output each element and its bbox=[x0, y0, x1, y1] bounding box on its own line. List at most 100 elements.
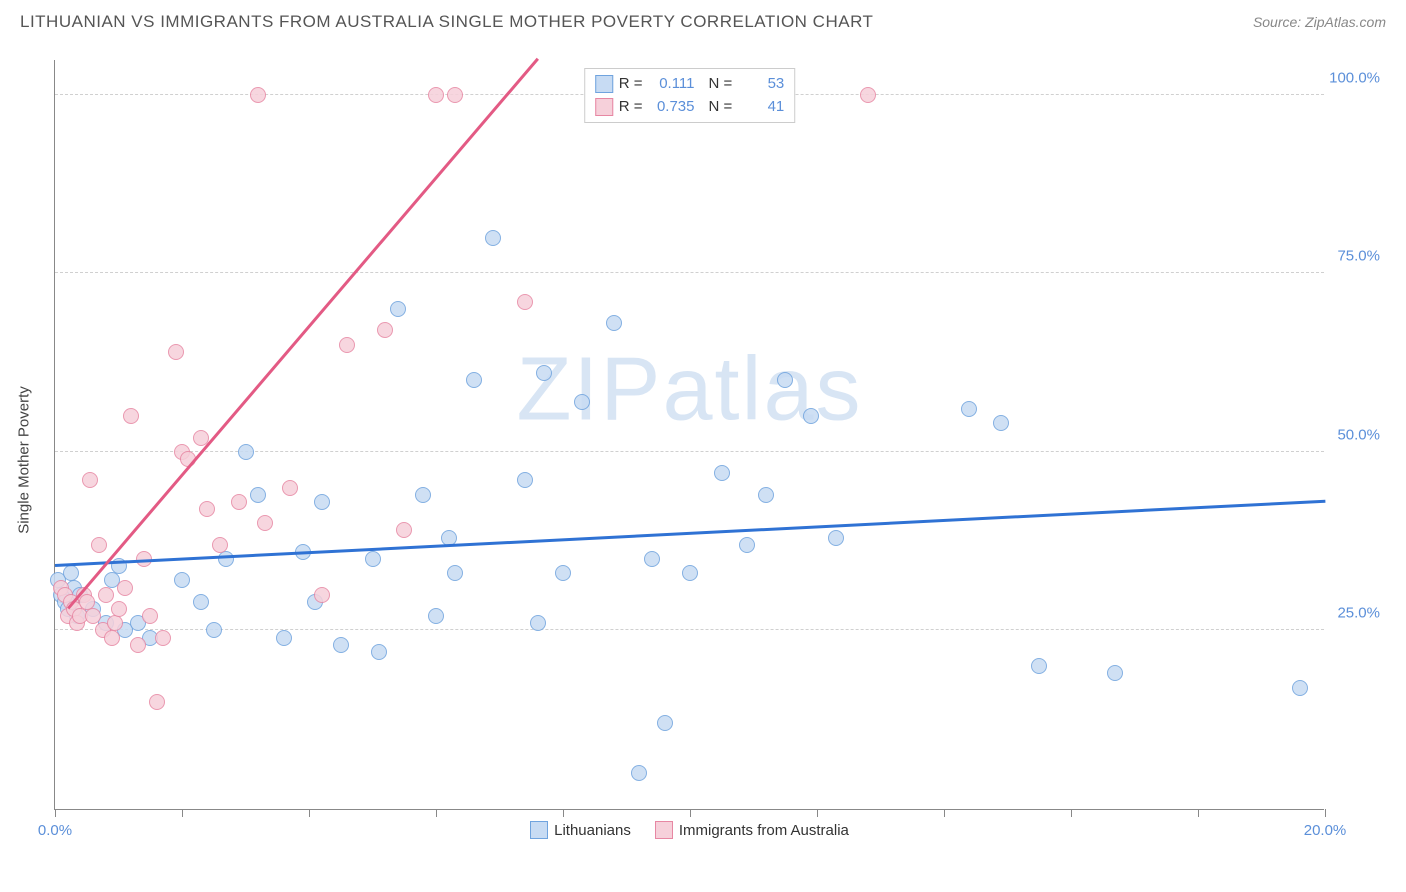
data-point bbox=[1031, 658, 1047, 674]
n-value: 41 bbox=[738, 96, 784, 119]
legend-row: R =0.111N =53 bbox=[595, 73, 785, 96]
data-point bbox=[314, 587, 330, 603]
data-point bbox=[365, 551, 381, 567]
trend-line bbox=[67, 57, 539, 609]
data-point bbox=[758, 487, 774, 503]
x-tick bbox=[817, 809, 818, 817]
data-point bbox=[142, 608, 158, 624]
legend-swatch bbox=[595, 75, 613, 93]
data-point bbox=[174, 572, 190, 588]
gridline bbox=[55, 451, 1324, 452]
data-point bbox=[644, 551, 660, 567]
data-point bbox=[85, 601, 101, 617]
data-point bbox=[142, 630, 158, 646]
x-tick-label: 20.0% bbox=[1304, 822, 1347, 839]
data-point bbox=[53, 587, 69, 603]
data-point bbox=[95, 622, 111, 638]
data-point bbox=[168, 344, 184, 360]
data-point bbox=[63, 565, 79, 581]
data-point bbox=[371, 644, 387, 660]
x-tick bbox=[55, 809, 56, 817]
data-point bbox=[82, 472, 98, 488]
data-point bbox=[60, 608, 76, 624]
data-point bbox=[466, 372, 482, 388]
data-point bbox=[123, 408, 139, 424]
data-point bbox=[993, 415, 1009, 431]
data-point bbox=[517, 472, 533, 488]
data-point bbox=[574, 394, 590, 410]
data-point bbox=[961, 401, 977, 417]
n-label: N = bbox=[709, 73, 733, 96]
n-label: N = bbox=[709, 96, 733, 119]
data-point bbox=[69, 608, 85, 624]
data-point bbox=[1292, 680, 1308, 696]
data-point bbox=[85, 608, 101, 624]
data-point bbox=[250, 87, 266, 103]
correlation-legend: R =0.111N =53R = 0.735 N =41 bbox=[584, 68, 796, 123]
watermark: ZIPatlas bbox=[516, 338, 862, 441]
x-tick bbox=[436, 809, 437, 817]
gridline bbox=[55, 629, 1324, 630]
data-point bbox=[555, 565, 571, 581]
data-point bbox=[91, 537, 107, 553]
y-axis-label: Single Mother Poverty bbox=[16, 386, 33, 534]
data-point bbox=[860, 87, 876, 103]
data-point bbox=[390, 301, 406, 317]
data-point bbox=[98, 587, 114, 603]
y-tick-label: 100.0% bbox=[1329, 69, 1380, 86]
y-tick-label: 25.0% bbox=[1337, 605, 1380, 622]
data-point bbox=[606, 315, 622, 331]
x-tick bbox=[944, 809, 945, 817]
data-point bbox=[130, 637, 146, 653]
data-point bbox=[314, 494, 330, 510]
data-point bbox=[72, 608, 88, 624]
source-name: ZipAtlas.com bbox=[1305, 14, 1386, 30]
r-label: R = bbox=[619, 96, 643, 119]
data-point bbox=[218, 551, 234, 567]
data-point bbox=[104, 572, 120, 588]
x-tick bbox=[1198, 809, 1199, 817]
n-value: 53 bbox=[738, 73, 784, 96]
chart-source: Source: ZipAtlas.com bbox=[1253, 14, 1386, 30]
data-point bbox=[50, 572, 66, 588]
x-tick bbox=[182, 809, 183, 817]
x-tick bbox=[309, 809, 310, 817]
series-label: Immigrants from Australia bbox=[679, 822, 849, 839]
r-label: R = bbox=[619, 73, 643, 96]
data-point bbox=[199, 501, 215, 517]
data-point bbox=[117, 622, 133, 638]
data-point bbox=[777, 372, 793, 388]
series-label: Lithuanians bbox=[554, 822, 631, 839]
data-point bbox=[282, 480, 298, 496]
data-point bbox=[155, 630, 171, 646]
data-point bbox=[396, 522, 412, 538]
data-point bbox=[536, 365, 552, 381]
data-point bbox=[377, 322, 393, 338]
trend-line bbox=[55, 499, 1325, 566]
data-point bbox=[257, 515, 273, 531]
data-point bbox=[739, 537, 755, 553]
legend-swatch bbox=[530, 821, 548, 839]
x-tick-label: 0.0% bbox=[38, 822, 72, 839]
x-tick bbox=[1325, 809, 1326, 817]
gridline bbox=[55, 272, 1324, 273]
data-point bbox=[250, 487, 266, 503]
data-point bbox=[428, 608, 444, 624]
r-value: 0.735 bbox=[649, 96, 695, 119]
data-point bbox=[174, 444, 190, 460]
data-point bbox=[53, 580, 69, 596]
y-tick-label: 75.0% bbox=[1337, 248, 1380, 265]
legend-item: Immigrants from Australia bbox=[655, 821, 849, 839]
data-point bbox=[1107, 665, 1123, 681]
data-point bbox=[104, 630, 120, 646]
data-point bbox=[447, 565, 463, 581]
legend-swatch bbox=[595, 98, 613, 116]
data-point bbox=[231, 494, 247, 510]
legend-item: Lithuanians bbox=[530, 821, 631, 839]
chart-area: Single Mother Poverty ZIPatlas R =0.111N… bbox=[34, 50, 1384, 870]
data-point bbox=[428, 87, 444, 103]
series-legend: Lithuanians Immigrants from Australia bbox=[55, 821, 1324, 843]
data-point bbox=[517, 294, 533, 310]
data-point bbox=[212, 537, 228, 553]
data-point bbox=[117, 580, 133, 596]
